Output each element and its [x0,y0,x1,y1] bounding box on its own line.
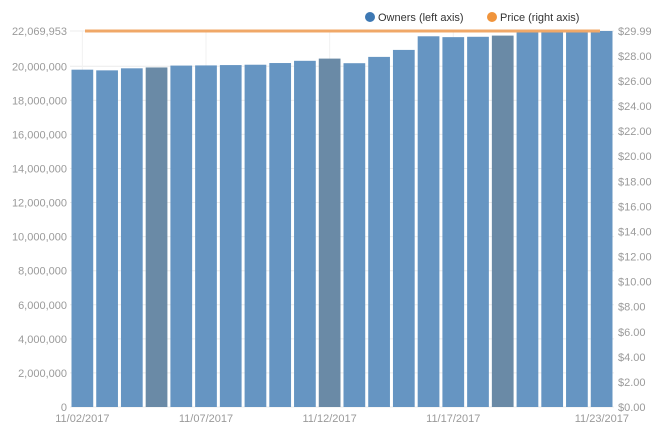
x-tick-label: 11/23/2017 [575,413,629,425]
right-tick-label: $6.00 [618,327,646,339]
legend-label-1[interactable]: Price (right axis) [500,12,579,24]
bar-11/03/2017[interactable] [96,70,118,407]
right-tick-label: $28.00 [618,51,652,63]
left-tick-label: 22,069,953 [12,26,67,38]
right-tick-label: $24.00 [618,101,652,113]
bar-11/09/2017[interactable] [244,64,267,408]
left-tick-label: 20,000,000 [12,61,67,73]
bar-11/11/2017[interactable] [294,60,316,408]
x-axis-ticks: 11/02/2017 11/07/2017 11/12/2017 11/17/2017… [55,413,629,425]
bar-11/13/2017[interactable] [343,63,366,407]
left-tick-label: 8,000,000 [18,266,67,278]
bar-11/22/2017[interactable] [566,31,588,408]
left-tick-label: 2,000,000 [18,368,67,380]
right-tick-label: $20.00 [618,151,652,163]
bar-11/06/2017[interactable] [170,65,193,408]
x-tick-label: 11/17/2017 [426,413,480,425]
left-tick-label: 12,000,000 [12,198,67,210]
right-tick-label: $10.00 [618,277,652,289]
bar-11/07/2017[interactable] [195,65,217,408]
legend-label-0[interactable]: Owners (left axis) [378,12,464,24]
bar-11/23/2017[interactable] [590,31,613,407]
bar-11/15/2017[interactable] [392,49,415,408]
left-tick-label: 0 [61,402,67,414]
right-tick-label: $4.00 [618,352,646,364]
left-tick-label: 14,000,000 [12,163,67,175]
bar-11/20/2017[interactable] [516,32,539,407]
left-tick-label: 10,000,000 [12,232,67,244]
bar-11/05/2017[interactable] [145,67,168,407]
right-tick-label: $29.99 [618,26,652,38]
bar-11/08/2017[interactable] [219,65,242,407]
bar-11/10/2017[interactable] [269,63,292,408]
x-tick-label: 11/02/2017 [55,413,109,425]
bar-11/18/2017[interactable] [467,36,489,408]
left-axis-ticks: 0 2,000,000 4,000,000 6,000,000 8,000,000 10,… [12,26,67,414]
legend-marker-0 [365,12,375,22]
right-axis-ticks: $0.00 $2.00 $4.00 $6.00 $8.00 $10.00 $12.00 $14… [618,26,652,414]
legend-marker-1 [487,12,497,22]
bar-11/21/2017[interactable] [541,31,564,407]
legend[interactable]: Owners (left axis) Price (right axis) [365,12,579,24]
right-tick-label: $0.00 [618,402,646,414]
right-tick-label: $2.00 [618,377,646,389]
owners-bars [71,31,613,408]
right-tick-label: $16.00 [618,201,652,213]
bar-11/12/2017[interactable] [318,58,341,407]
bar-11/19/2017[interactable] [491,35,514,407]
right-tick-label: $12.00 [618,252,652,264]
right-tick-label: $22.00 [618,126,652,138]
right-tick-label: $26.00 [618,76,652,88]
bar-11/17/2017[interactable] [442,37,465,408]
bar-11/04/2017[interactable] [120,68,143,407]
x-tick-label: 11/07/2017 [179,413,233,425]
left-tick-label: 6,000,000 [18,300,67,312]
bar-11/14/2017[interactable] [368,56,390,407]
left-tick-label: 4,000,000 [18,334,67,346]
left-tick-label: 16,000,000 [12,129,67,141]
bar-11/02/2017[interactable] [71,69,94,407]
bar-11/16/2017[interactable] [417,36,440,408]
right-tick-label: $14.00 [618,226,652,238]
right-tick-label: $8.00 [618,302,646,314]
x-tick-label: 11/12/2017 [303,413,357,425]
right-tick-label: $18.00 [618,176,652,188]
left-tick-label: 18,000,000 [12,95,67,107]
